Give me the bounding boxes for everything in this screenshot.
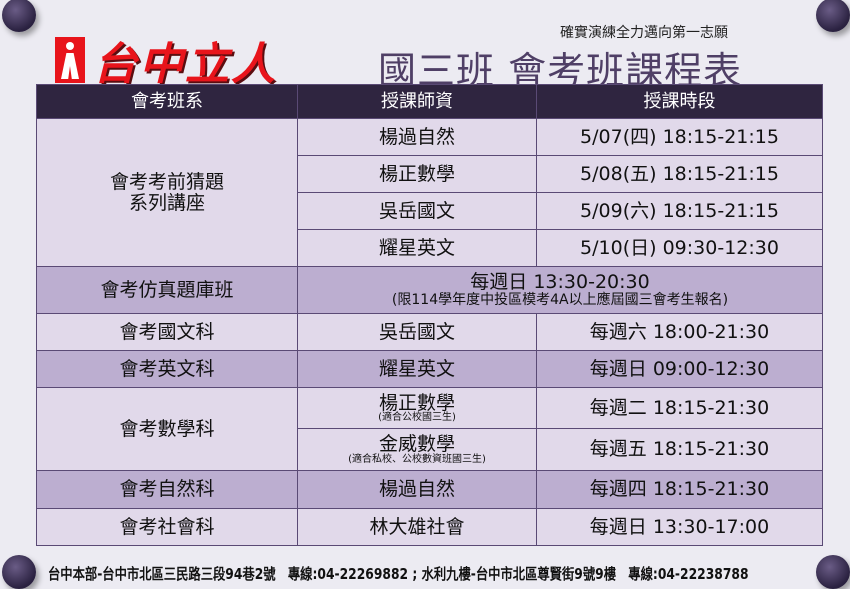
time: 每週五 18:15-21:30: [536, 428, 823, 471]
time: 5/08(五) 18:15-21:15: [536, 155, 823, 193]
teacher: 吳岳國文: [297, 192, 537, 230]
header-time: 授課時段: [536, 84, 823, 119]
footer-contact: 台中本部-台中市北區三民路三段94巷2號 專線:04-22269882 ; 水利…: [48, 565, 749, 583]
pin-icon: [816, 555, 850, 589]
time: 5/07(四) 18:15-21:15: [536, 118, 823, 156]
class-name: 會考社會科: [36, 508, 298, 546]
teacher: 楊正數學 (適合公校國三生): [297, 387, 537, 429]
teacher: 楊過自然: [297, 470, 537, 509]
brand-logo: 台中立人: [55, 28, 277, 92]
time: 每週日 13:30-20:30 (限114學年度中投區模考4A以上應屆國三會考生報…: [297, 266, 823, 314]
pin-icon: [816, 0, 850, 32]
time: 每週日 09:00-12:30: [536, 350, 823, 388]
teacher: 林大雄社會: [297, 508, 537, 546]
class-name: 會考國文科: [36, 313, 298, 351]
teacher: 楊過自然: [297, 118, 537, 156]
time: 5/10(日) 09:30-12:30: [536, 229, 823, 267]
teacher: 耀星英文: [297, 350, 537, 388]
class-name: 會考數學科: [36, 387, 298, 471]
teacher: 楊正數學: [297, 155, 537, 193]
time: 每週二 18:15-21:30: [536, 387, 823, 429]
brand-name: 台中立人: [93, 39, 277, 90]
teacher: 耀星英文: [297, 229, 537, 267]
time: 每週四 18:15-21:30: [536, 470, 823, 509]
header-class: 會考班系: [36, 84, 298, 119]
pin-icon: [2, 0, 36, 32]
class-name: 會考自然科: [36, 470, 298, 509]
pin-icon: [2, 555, 36, 589]
teacher: 金威數學 (適合私校、公校數資班國三生): [297, 428, 537, 471]
time: 每週六 18:00-21:30: [536, 313, 823, 351]
class-name: 會考仿真題庫班: [36, 266, 298, 314]
teacher: 吳岳國文: [297, 313, 537, 351]
class-name: 會考考前猜題 系列講座: [36, 118, 298, 267]
slogan: 確實演練全力邁向第一志願: [560, 25, 728, 41]
time: 每週日 13:30-17:00: [536, 508, 823, 546]
time: 5/09(六) 18:15-21:15: [536, 192, 823, 230]
schedule-table: 會考班系 授課師資 授課時段 會考考前猜題 系列講座 楊過自然 5/07(四) 18:15…: [36, 84, 823, 546]
logo-mark-icon: [55, 37, 85, 83]
class-name: 會考英文科: [36, 350, 298, 388]
header-teacher: 授課師資: [297, 84, 537, 119]
